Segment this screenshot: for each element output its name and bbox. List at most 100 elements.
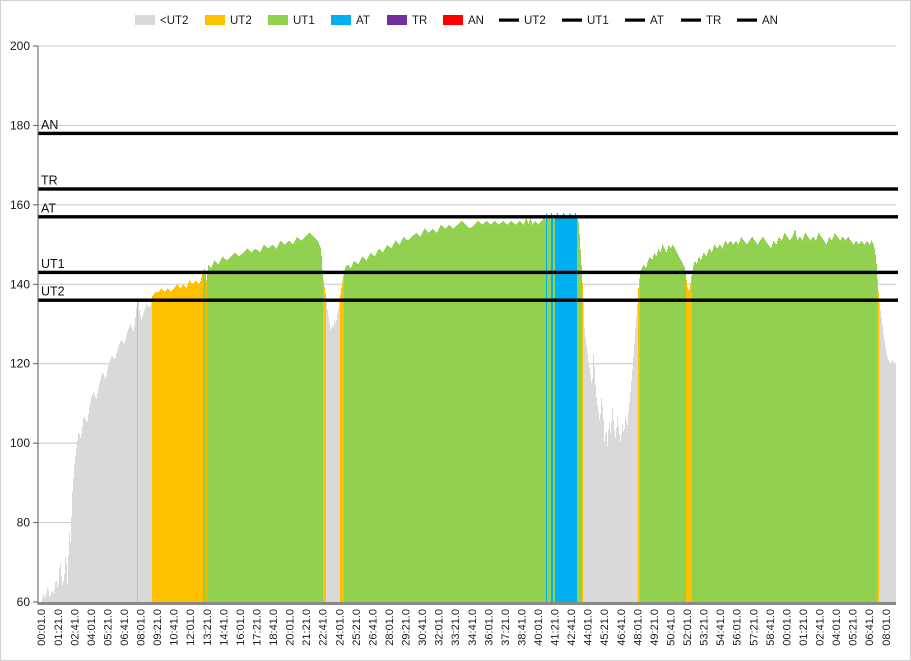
hr-bar — [704, 253, 705, 602]
hr-bar — [536, 222, 537, 602]
hr-bar — [737, 242, 738, 603]
hr-bar — [97, 393, 98, 602]
hr-bar — [554, 219, 555, 602]
hr-bar — [400, 242, 401, 602]
hr-bar — [306, 235, 307, 602]
hr-bar — [596, 397, 597, 602]
hr-bar — [248, 249, 249, 602]
legend-item-ut1: UT1 — [268, 15, 315, 27]
hr-bar — [283, 243, 284, 602]
hr-bar — [472, 226, 473, 603]
hr-bar — [204, 269, 205, 602]
legend-item-lt-ut2: <UT2 — [135, 15, 188, 27]
hr-bar — [688, 290, 689, 602]
hr-bar — [331, 328, 332, 602]
hr-bar — [582, 282, 583, 602]
hr-bar — [515, 224, 516, 602]
hr-bar — [404, 237, 405, 603]
hr-bar — [828, 239, 829, 602]
hr-bar — [544, 218, 545, 602]
hr-bar — [610, 432, 611, 602]
hr-bar — [643, 265, 644, 602]
hr-bar — [227, 259, 228, 602]
hr-bar — [42, 598, 43, 602]
hr-bar — [302, 239, 303, 602]
hr-bar — [316, 239, 317, 603]
hr-bar — [117, 350, 118, 602]
hr-bar — [76, 448, 77, 602]
hr-bar — [581, 265, 582, 602]
hr-bar — [445, 228, 446, 603]
hr-bar — [612, 408, 613, 602]
hr-bar — [535, 221, 536, 602]
hr-bar — [497, 223, 498, 603]
hr-bar — [186, 288, 187, 602]
hr-bar — [819, 234, 820, 602]
hr-bar — [470, 228, 471, 602]
hr-bar — [756, 243, 757, 602]
hr-bar — [496, 222, 497, 603]
hr-bar — [621, 433, 622, 602]
hr-bar — [141, 319, 142, 602]
hr-bar — [875, 254, 876, 602]
hr-bar — [357, 263, 358, 602]
hr-bar — [605, 433, 606, 602]
hr-bar — [871, 240, 872, 602]
hr-bar — [289, 241, 290, 602]
hr-bar — [853, 244, 854, 602]
hr-bar — [622, 424, 623, 602]
x-axis-label: 29:21.0 — [401, 609, 413, 646]
hr-bar — [428, 232, 429, 602]
hr-bar — [211, 267, 212, 602]
hr-bar — [344, 269, 345, 602]
hr-bar — [332, 325, 333, 602]
hr-bar — [518, 221, 519, 602]
hr-bar — [675, 249, 676, 602]
hr-bar — [107, 370, 108, 602]
lt-ut2-swatch — [135, 15, 155, 25]
hr-bar — [75, 456, 76, 602]
hr-bar — [49, 596, 50, 602]
hr-bar — [604, 442, 605, 602]
x-axis-label: 58:41.0 — [765, 609, 777, 646]
hr-bar — [744, 241, 745, 603]
hr-bar — [558, 215, 559, 602]
hr-bar — [110, 359, 111, 602]
x-axis-label: 20:01.0 — [285, 609, 297, 646]
hr-bar — [824, 241, 825, 602]
hr-bar — [173, 288, 174, 602]
hr-bar — [413, 235, 414, 602]
hr-bar — [152, 295, 153, 602]
hr-bar — [717, 248, 718, 602]
hr-bar — [728, 243, 729, 602]
hr-bar — [146, 304, 147, 602]
hr-bar — [310, 233, 311, 602]
hr-bar — [70, 541, 71, 602]
hr-bar — [781, 240, 782, 603]
x-axis-label: 41:21.0 — [550, 609, 562, 646]
hr-bar — [715, 246, 716, 602]
hr-bar — [740, 239, 741, 602]
y-axis-label: 160 — [10, 198, 30, 212]
threshold-label-an: AN — [41, 118, 58, 132]
hr-bar — [327, 310, 328, 602]
hr-bar — [459, 222, 460, 602]
hr-bar — [142, 316, 143, 602]
hr-bar — [881, 317, 882, 602]
hr-bar — [339, 300, 340, 602]
hr-bar — [455, 226, 456, 602]
hr-bar — [134, 325, 135, 602]
hr-bar — [691, 276, 692, 602]
hr-bar — [599, 419, 600, 602]
hr-bar — [270, 246, 271, 603]
hr-bar — [883, 334, 884, 602]
threshold-line-an — [38, 131, 898, 136]
hr-bar — [101, 375, 102, 602]
hr-bar — [417, 233, 418, 602]
hr-bar — [263, 245, 264, 602]
x-axis-label: 33:21.0 — [450, 609, 462, 646]
hr-bar — [856, 241, 857, 602]
hr-bar — [640, 271, 641, 602]
hr-bar — [827, 242, 828, 602]
hr-bar — [542, 220, 543, 602]
